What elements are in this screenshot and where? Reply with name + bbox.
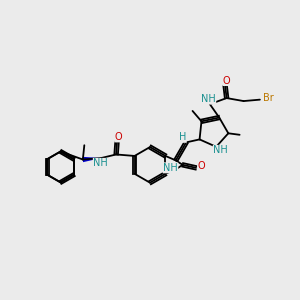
Text: NH: NH — [201, 94, 216, 104]
Text: NH: NH — [163, 163, 178, 173]
Text: NH: NH — [93, 158, 108, 168]
Text: O: O — [115, 132, 122, 142]
Text: O: O — [198, 161, 205, 171]
Text: NH: NH — [213, 146, 228, 155]
Polygon shape — [82, 157, 101, 162]
Text: H: H — [179, 132, 186, 142]
Text: Br: Br — [263, 93, 274, 103]
Text: O: O — [223, 76, 230, 85]
